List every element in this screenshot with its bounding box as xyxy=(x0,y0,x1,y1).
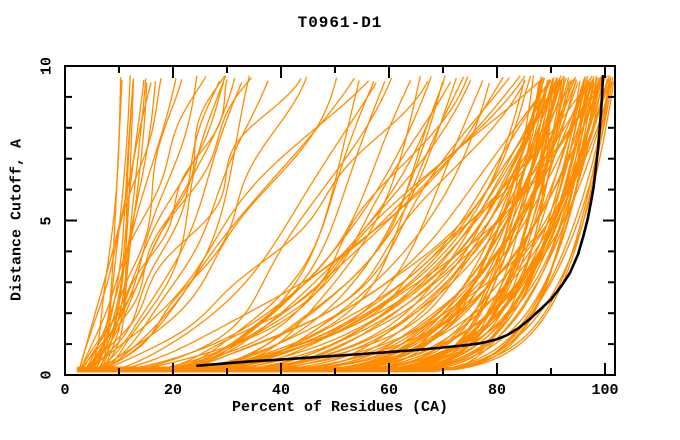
y-tick-label: 10 xyxy=(38,56,56,76)
highlighted-model-curve xyxy=(196,74,605,368)
x-axis-label: Percent of Residues (CA) xyxy=(231,399,449,416)
x-tick-label: 60 xyxy=(379,382,399,399)
y-tick-label: 0 xyxy=(38,370,56,380)
server-model-curves xyxy=(76,75,615,373)
x-tick-label: 100 xyxy=(591,382,619,399)
x-tick-label: 40 xyxy=(271,382,291,399)
x-tick-label: 80 xyxy=(487,382,507,399)
y-tick-label: 5 xyxy=(38,215,56,226)
axis-ticks xyxy=(64,65,615,376)
x-tick-label: 0 xyxy=(60,382,70,399)
x-tick-label: 20 xyxy=(163,382,183,399)
plot-title: T0961-D1 xyxy=(297,14,383,32)
y-axis-label: Distance Cutoff, A xyxy=(8,138,26,302)
